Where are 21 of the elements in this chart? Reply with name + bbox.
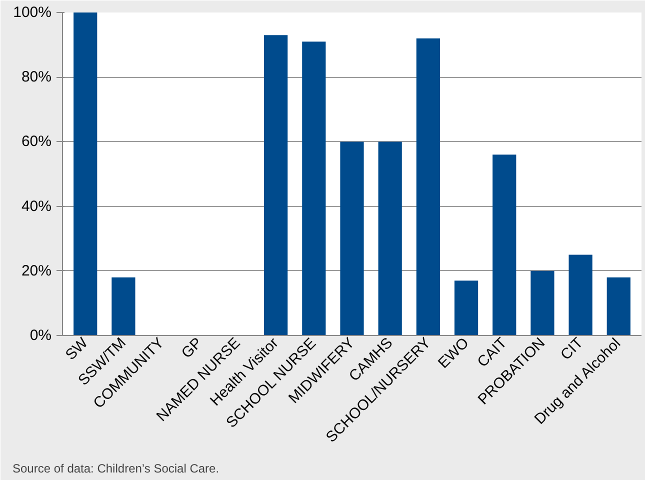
bar <box>530 270 554 336</box>
bar <box>74 12 98 336</box>
y-tick-label: 80% <box>21 68 52 86</box>
bar <box>606 277 630 336</box>
y-tick-label: 20% <box>21 262 52 280</box>
bar <box>112 277 136 336</box>
bar <box>378 142 402 336</box>
y-tick-label: 60% <box>21 133 52 150</box>
bar <box>302 42 326 336</box>
bar <box>492 154 516 336</box>
source-note: Source of data: Children’s Social Care. <box>12 462 220 476</box>
bar <box>264 35 288 336</box>
x-tick-label: CIT <box>557 334 587 364</box>
bar <box>340 142 364 336</box>
bar <box>454 280 478 336</box>
bar <box>416 38 440 336</box>
x-tick-label: GP <box>178 334 206 362</box>
y-tick-label: 100% <box>13 4 52 21</box>
y-tick-label: 0% <box>30 327 52 344</box>
y-tick-label: 40% <box>21 198 52 215</box>
bar <box>568 254 592 336</box>
